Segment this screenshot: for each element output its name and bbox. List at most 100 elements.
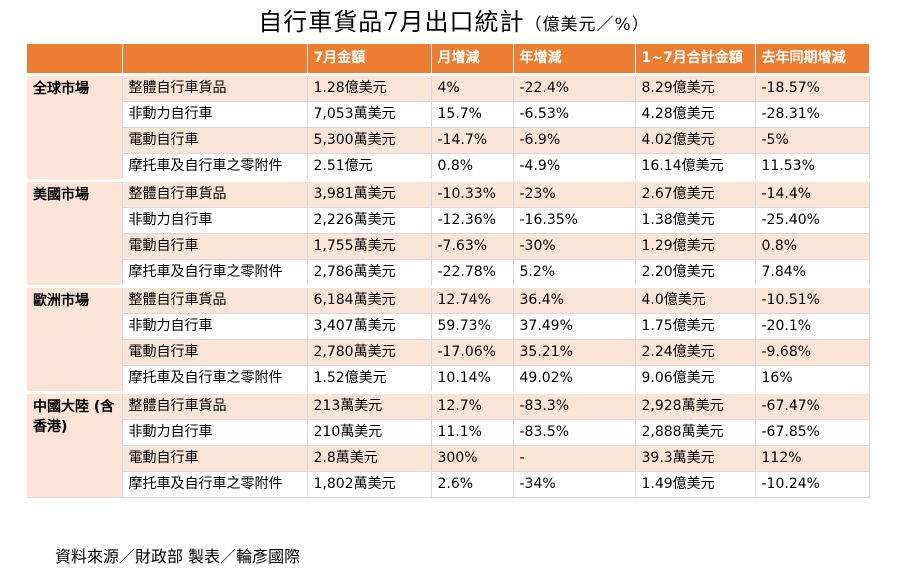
mom-cell: -7.63% xyxy=(431,233,514,260)
yoy-cell: - xyxy=(513,445,636,472)
ytd-cell: 1.49億美元 xyxy=(635,471,756,498)
product-cell: 摩托車及自行車之零附件 xyxy=(122,471,308,498)
table-row: 非動力自行車 2,226萬美元 -12.36% -16.35% 1.38億美元 … xyxy=(27,207,870,234)
product-cell: 電動自行車 xyxy=(122,127,308,154)
ytd-change-cell: -18.57% xyxy=(755,73,870,102)
yoy-cell: 49.02% xyxy=(513,365,636,393)
yoy-cell: -4.9% xyxy=(513,153,636,181)
product-cell: 摩托車及自行車之零附件 xyxy=(122,365,308,393)
table-row: 非動力自行車 7,053萬美元 15.7% -6.53% 4.28億美元 -28… xyxy=(27,101,870,128)
header-product xyxy=(122,44,308,75)
yoy-cell: -83.5% xyxy=(513,419,636,446)
header-yoy-change: 年增減 xyxy=(513,44,636,75)
mom-cell: 15.7% xyxy=(431,101,514,128)
product-cell: 非動力自行車 xyxy=(122,313,308,340)
table-row: 中國大陸 (含香港) 整體自行車貨品 213萬美元 12.7% -83.3% 2… xyxy=(27,391,870,498)
header-ytd-change: 去年同期增減 xyxy=(755,44,870,75)
yoy-cell: -22.4% xyxy=(513,73,636,102)
header-mom-change: 月增減 xyxy=(431,44,514,75)
ytd-change-cell: -10.51% xyxy=(755,285,870,314)
amount-cell: 3,981萬美元 xyxy=(307,179,432,208)
mom-cell: 2.6% xyxy=(431,471,514,498)
ytd-change-cell: 112% xyxy=(755,445,870,472)
ytd-cell: 4.02億美元 xyxy=(635,127,756,154)
yoy-cell: 5.2% xyxy=(513,259,636,287)
market-label: 美國市場 xyxy=(27,179,123,287)
amount-cell: 2,786萬美元 xyxy=(307,259,432,287)
product-cell: 整體自行車貨品 xyxy=(122,391,308,420)
mom-cell: 10.14% xyxy=(431,365,514,393)
amount-cell: 7,053萬美元 xyxy=(307,101,432,128)
mom-cell: 11.1% xyxy=(431,419,514,446)
product-cell: 電動自行車 xyxy=(122,445,308,472)
product-cell: 電動自行車 xyxy=(122,233,308,260)
table-row: 歐洲市場 整體自行車貨品 6,184萬美元 12.74% 36.4% 4.0億美… xyxy=(27,285,870,393)
product-cell: 摩托車及自行車之零附件 xyxy=(122,153,308,181)
product-cell: 非動力自行車 xyxy=(122,101,308,128)
ytd-cell: 2,928萬美元 xyxy=(635,391,756,420)
yoy-cell: 36.4% xyxy=(513,285,636,314)
ytd-change-cell: -9.68% xyxy=(755,339,870,366)
ytd-cell: 8.29億美元 xyxy=(635,73,756,102)
ytd-cell: 1.38億美元 xyxy=(635,207,756,234)
mom-cell: 59.73% xyxy=(431,313,514,340)
ytd-cell: 4.0億美元 xyxy=(635,285,756,314)
mom-cell: -17.06% xyxy=(431,339,514,366)
table-row: 電動自行車 2,780萬美元 -17.06% 35.21% 2.24億美元 -9… xyxy=(27,339,870,366)
amount-cell: 2,226萬美元 xyxy=(307,207,432,234)
amount-cell: 1,802萬美元 xyxy=(307,471,432,498)
header-row: 7月金額 月增減 年增減 1~7月合計金額 去年同期增減 xyxy=(27,44,870,75)
amount-cell: 213萬美元 xyxy=(307,391,432,420)
ytd-change-cell: -5% xyxy=(755,127,870,154)
mom-cell: 4% xyxy=(431,73,514,102)
amount-cell: 210萬美元 xyxy=(307,419,432,446)
title-unit: （億美元／%） xyxy=(524,15,650,35)
product-cell: 整體自行車貨品 xyxy=(122,285,308,314)
ytd-cell: 2,888萬美元 xyxy=(635,419,756,446)
yoy-cell: -34% xyxy=(513,471,636,498)
yoy-cell: 35.21% xyxy=(513,339,636,366)
mom-cell: 300% xyxy=(431,445,514,472)
product-cell: 整體自行車貨品 xyxy=(122,179,308,208)
table-row: 電動自行車 5,300萬美元 -14.7% -6.9% 4.02億美元 -5% xyxy=(27,127,870,154)
table-row: 電動自行車 1,755萬美元 -7.63% -30% 1.29億美元 0.8% xyxy=(27,233,870,260)
ytd-change-cell: 11.53% xyxy=(755,153,870,181)
market-label: 全球市場 xyxy=(27,73,123,181)
market-label: 歐洲市場 xyxy=(27,285,123,393)
ytd-change-cell: -20.1% xyxy=(755,313,870,340)
ytd-change-cell: -67.85% xyxy=(755,419,870,446)
amount-cell: 2.51億元 xyxy=(307,153,432,181)
table-row: 摩托車及自行車之零附件 1,802萬美元 2.6% -34% 1.49億美元 -… xyxy=(27,471,870,498)
mom-cell: -22.78% xyxy=(431,259,514,287)
source-footer: 資料來源／財政部 製表／輪彥國際 xyxy=(55,547,301,566)
product-cell: 電動自行車 xyxy=(122,339,308,366)
table-row: 全球市場 整體自行車貨品 1.28億美元 4% -22.4% 8.29億美元 -… xyxy=(27,73,870,181)
amount-cell: 1.28億美元 xyxy=(307,73,432,102)
table-row: 摩托車及自行車之零附件 2,786萬美元 -22.78% 5.2% 2.20億美… xyxy=(27,259,870,287)
ytd-cell: 2.24億美元 xyxy=(635,339,756,366)
yoy-cell: -23% xyxy=(513,179,636,208)
ytd-change-cell: -25.40% xyxy=(755,207,870,234)
amount-cell: 1.52億美元 xyxy=(307,365,432,393)
ytd-change-cell: -28.31% xyxy=(755,101,870,128)
header-ytd-amount: 1~7月合計金額 xyxy=(635,44,756,75)
ytd-cell: 4.28億美元 xyxy=(635,101,756,128)
ytd-change-cell: -10.24% xyxy=(755,471,870,498)
ytd-change-cell: 0.8% xyxy=(755,233,870,260)
ytd-change-cell: 16% xyxy=(755,365,870,393)
table-row: 非動力自行車 210萬美元 11.1% -83.5% 2,888萬美元 -67.… xyxy=(27,419,870,446)
amount-cell: 3,407萬美元 xyxy=(307,313,432,340)
table-row: 摩托車及自行車之零附件 1.52億美元 10.14% 49.02% 9.06億美… xyxy=(27,365,870,393)
header-july-amount: 7月金額 xyxy=(307,44,432,75)
market-label: 中國大陸 (含香港) xyxy=(27,391,123,498)
page-title: 自行車貨品7月出口統計（億美元／%） xyxy=(0,6,908,41)
ytd-cell: 39.3萬美元 xyxy=(635,445,756,472)
table-row: 電動自行車 2.8萬美元 300% - 39.3萬美元 112% xyxy=(27,445,870,472)
ytd-cell: 2.20億美元 xyxy=(635,259,756,287)
ytd-cell: 2.67億美元 xyxy=(635,179,756,208)
mom-cell: -10.33% xyxy=(431,179,514,208)
product-cell: 摩托車及自行車之零附件 xyxy=(122,259,308,287)
yoy-cell: -83.3% xyxy=(513,391,636,420)
yoy-cell: -6.53% xyxy=(513,101,636,128)
yoy-cell: -6.9% xyxy=(513,127,636,154)
